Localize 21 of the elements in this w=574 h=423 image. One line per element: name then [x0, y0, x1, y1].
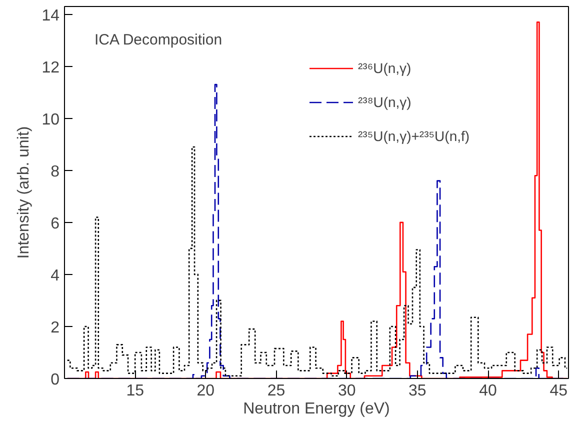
y-axis-title: Intensity (arb. unit)	[16, 126, 33, 259]
y-tick-label: 14	[42, 7, 60, 24]
annotation: ICA Decomposition	[94, 32, 222, 48]
x-axis-title: Neutron Energy (eV)	[243, 400, 390, 418]
y-tick-label: 2	[50, 319, 60, 336]
legend-label: ²³⁵U(n,γ)+²³⁵U(n,f)	[358, 128, 470, 144]
y-tick-label: 8	[50, 163, 60, 180]
y-tick-label: 4	[50, 267, 60, 284]
x-tick-label: 20	[196, 382, 215, 400]
y-tick-label: 6	[50, 215, 60, 232]
x-tick-label: 30	[338, 382, 356, 400]
x-tick-label: 35	[408, 382, 426, 400]
y-tick-label: 10	[42, 111, 60, 128]
x-tick-label: 15	[126, 382, 144, 400]
y-tick-label: 12	[42, 59, 60, 76]
x-tick-label: 45	[550, 382, 568, 400]
legend-label: ²³⁶U(n,γ)	[358, 60, 412, 76]
x-tick-label: 25	[267, 382, 286, 400]
x-tick-label: 40	[479, 382, 498, 400]
y-tick-label: 0	[50, 372, 60, 388]
legend-label: ²³⁸U(n,γ)	[358, 94, 412, 110]
